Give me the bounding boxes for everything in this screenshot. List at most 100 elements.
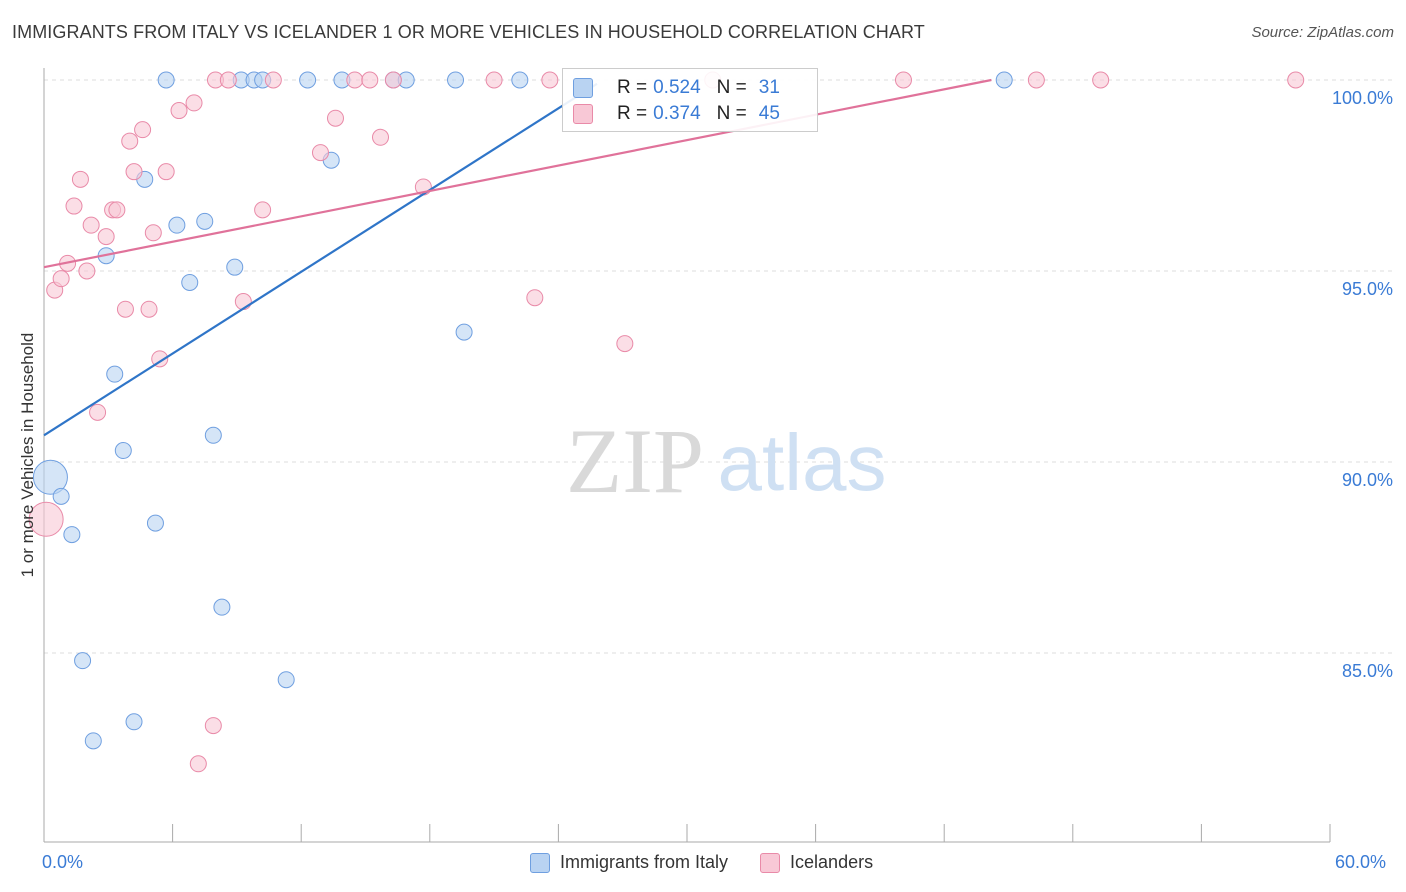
icelanders-point-21[interactable] (185, 94, 203, 112)
italy-point-27[interactable] (447, 71, 465, 89)
grid-layer (44, 79, 1395, 654)
icelanders-point-15[interactable] (134, 121, 152, 139)
r-label: R = (617, 77, 648, 98)
italy-point-12[interactable] (168, 216, 186, 234)
r-value: 0.524 (653, 77, 701, 98)
icelanders-point-41[interactable] (894, 71, 912, 89)
legend-label-icelanders: Icelanders (790, 852, 874, 872)
icelanders-point-2[interactable] (52, 270, 70, 288)
icelanders-point-16[interactable] (140, 300, 158, 318)
icelanders-point-34[interactable] (384, 71, 402, 89)
italy-point-13[interactable] (181, 273, 199, 291)
icelanders-point-14[interactable] (125, 163, 143, 181)
italy-point-14[interactable] (196, 212, 214, 230)
icelanders-point-32[interactable] (361, 71, 379, 89)
icelanders-point-17[interactable] (144, 224, 162, 242)
italy-point-3[interactable] (74, 652, 92, 670)
bottom-legend: Immigrants from Italy Icelanders (530, 852, 905, 873)
italy-point-22[interactable] (299, 71, 317, 89)
points-layer (28, 71, 1305, 773)
icelanders-point-33[interactable] (372, 128, 390, 146)
italy-point-2[interactable] (63, 526, 81, 544)
icelanders-point-23[interactable] (204, 717, 222, 735)
italy-point-10[interactable] (146, 514, 164, 532)
icelanders-point-12[interactable] (116, 300, 134, 318)
n-label: N = (716, 103, 747, 124)
italy-point-17[interactable] (226, 258, 244, 276)
icelanders-point-27[interactable] (254, 201, 272, 219)
icelanders-point-9[interactable] (97, 228, 115, 246)
icelanders-point-29[interactable] (311, 144, 329, 162)
icelanders-point-28[interactable] (264, 71, 282, 89)
x-tick-min: 0.0% (42, 852, 84, 872)
stats-legend-box: R = 0.524 N = 31 R = 0.374 N = 45 (562, 68, 818, 132)
icelanders-point-22[interactable] (189, 755, 207, 773)
source-label: Source: ZipAtlas.com (1251, 24, 1394, 41)
italy-point-29[interactable] (511, 71, 529, 89)
watermark-zip: ZIP (566, 410, 704, 512)
icelanders-point-4[interactable] (65, 197, 83, 215)
r-label: R = (617, 103, 648, 124)
icelanders-point-11[interactable] (108, 201, 126, 219)
icelanders-point-7[interactable] (82, 216, 100, 234)
italy-point-30[interactable] (995, 71, 1013, 89)
italy-point-11[interactable] (157, 71, 175, 89)
italy-point-8[interactable] (125, 713, 143, 731)
italy-point-0[interactable] (32, 459, 68, 495)
legend-item-icelanders[interactable]: Icelanders (760, 852, 873, 873)
axis-layer (43, 68, 1331, 843)
icelanders-point-38[interactable] (541, 71, 559, 89)
y-tick-labels: 100.0% 95.0% 90.0% 85.0% (1332, 88, 1393, 681)
icelanders-point-37[interactable] (526, 289, 544, 307)
y-tick-label-1: 95.0% (1342, 279, 1393, 299)
icelanders-point-31[interactable] (346, 71, 364, 89)
italy-point-16[interactable] (213, 598, 231, 616)
italy-point-6[interactable] (106, 365, 124, 383)
icelanders-point-19[interactable] (157, 163, 175, 181)
icelanders-trend-line (43, 78, 992, 269)
n-value: 31 (758, 77, 780, 98)
italy-swatch (573, 78, 593, 98)
icelanders-point-36[interactable] (485, 71, 503, 89)
italy-point-28[interactable] (455, 323, 473, 341)
x-tick-max: 60.0% (1335, 852, 1387, 872)
icelanders-point-20[interactable] (170, 102, 188, 120)
icelanders-point-6[interactable] (78, 262, 96, 280)
icelanders-point-18[interactable] (151, 350, 169, 368)
watermark-atlas: atlas (718, 418, 887, 507)
n-label: N = (716, 77, 747, 98)
y-axis-label: 1 or more Vehicles in Household (18, 332, 37, 578)
icelanders-point-13[interactable] (121, 132, 139, 150)
icelanders-point-8[interactable] (89, 403, 107, 421)
icelanders-point-30[interactable] (326, 109, 344, 127)
icelanders-point-25[interactable] (219, 71, 237, 89)
legend-label-italy: Immigrants from Italy (560, 852, 729, 872)
italy-trend-line (43, 82, 598, 437)
icelanders-legend-swatch (760, 852, 781, 873)
icelanders-point-42[interactable] (1027, 71, 1045, 89)
italy-point-7[interactable] (114, 442, 132, 460)
italy-point-21[interactable] (277, 671, 295, 689)
stats-row-italy: R = 0.524 N = 31 (573, 77, 780, 99)
italy-point-4[interactable] (84, 732, 102, 750)
y-tick-label-0: 100.0% (1332, 88, 1393, 108)
icelanders-point-43[interactable] (1092, 71, 1110, 89)
y-tick-label-3: 85.0% (1342, 661, 1393, 681)
icelanders-point-0[interactable] (28, 501, 64, 537)
icelanders-point-5[interactable] (71, 170, 89, 188)
icelanders-point-26[interactable] (234, 293, 252, 311)
icelanders-point-44[interactable] (1287, 71, 1305, 89)
icelanders-swatch (573, 104, 593, 124)
n-value: 45 (758, 103, 780, 124)
chart-title: IMMIGRANTS FROM ITALY VS ICELANDER 1 OR … (12, 22, 925, 42)
icelanders-point-39[interactable] (616, 335, 634, 353)
italy-legend-swatch (530, 852, 550, 873)
r-value: 0.374 (653, 103, 701, 124)
stats-row-icelanders: R = 0.374 N = 45 (573, 103, 780, 125)
italy-point-1[interactable] (52, 487, 70, 505)
y-tick-label-2: 90.0% (1342, 470, 1393, 490)
trend-layer (43, 78, 992, 437)
italy-point-15[interactable] (204, 426, 222, 444)
legend-item-italy[interactable]: Immigrants from Italy (530, 852, 728, 873)
